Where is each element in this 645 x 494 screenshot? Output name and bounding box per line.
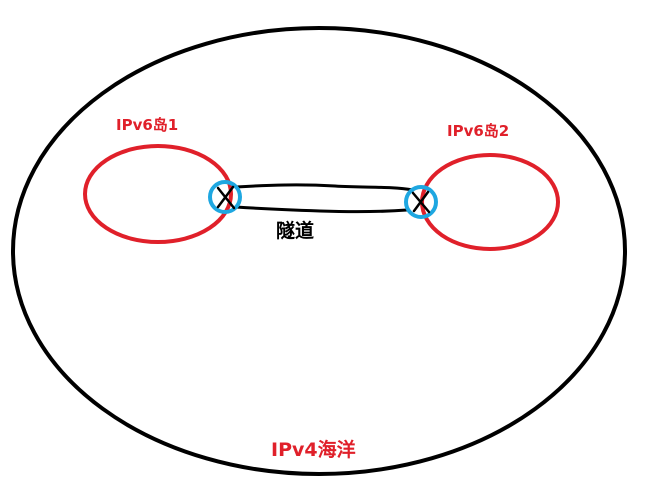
cross-mark-2-icon [411, 190, 431, 214]
ipv6-island-2-label: IPv6岛2 [447, 122, 510, 140]
tunnel-endpoint-1 [208, 180, 242, 214]
tunnel-endpoint-2 [404, 185, 438, 219]
ipv6-island-2 [420, 153, 560, 251]
ipv6-island-1-label: IPv6岛1 [116, 116, 179, 134]
ipv6-island-1 [83, 144, 233, 244]
endpoint-circle-2 [404, 185, 438, 219]
tunnel-label: 隧道 [276, 220, 315, 242]
tunnel-bottom-line [234, 205, 409, 214]
endpoint-circle-1 [208, 180, 242, 214]
ipv4-ocean-label: IPv4海洋 [271, 439, 356, 461]
tunnel-top-line [234, 183, 415, 192]
cross-mark-1-icon [216, 185, 236, 210]
ipv4-ocean-boundary [11, 26, 627, 476]
